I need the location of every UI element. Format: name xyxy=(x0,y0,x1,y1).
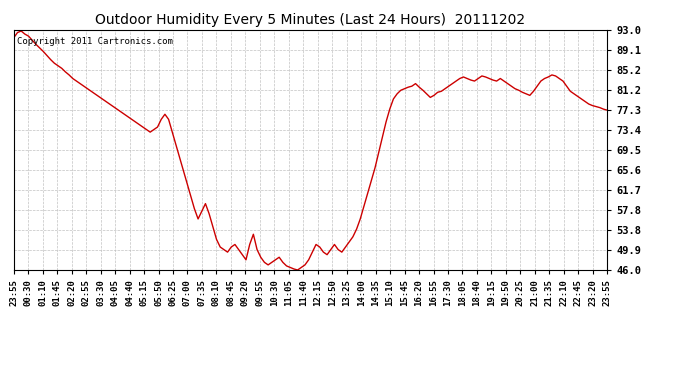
Text: Copyright 2011 Cartronics.com: Copyright 2011 Cartronics.com xyxy=(17,37,172,46)
Title: Outdoor Humidity Every 5 Minutes (Last 24 Hours)  20111202: Outdoor Humidity Every 5 Minutes (Last 2… xyxy=(95,13,526,27)
